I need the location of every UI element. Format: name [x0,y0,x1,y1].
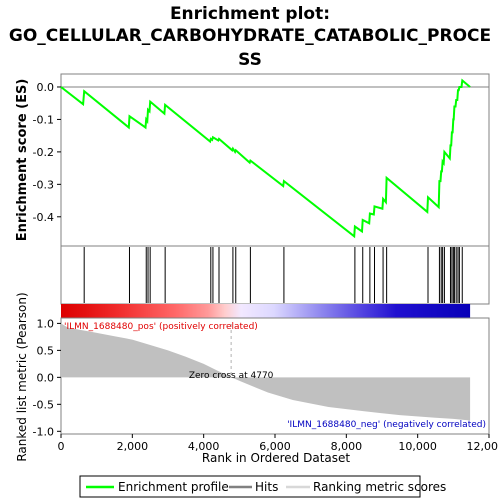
chart-title-line-1: Enrichment plot: [169,4,331,24]
metric-y-tick-label: 1.0 [37,317,55,330]
metric-y-tick-label: -1.0 [33,425,54,438]
es-y-axis-label: Enrichment score (ES) [15,79,30,242]
ranking-metric-area [61,323,471,421]
es-panel-frame [60,73,490,247]
metric-y-axis-label: Ranked list metric (Pearson) [15,292,29,461]
es-y-tick-label: -0.4 [33,211,54,224]
metric-y-tick-label: 0.5 [37,344,55,357]
x-tick-label: 10,000 [398,440,437,453]
x-tick-label: 12,00 [467,440,499,453]
es-y-tick-label: -0.2 [33,146,54,159]
ranking-color-bar [61,304,471,318]
chart-title-line-2: GO_CELLULAR_CARBOHYDRATE_CATABOLIC_PROCE [8,26,492,46]
x-tick-label: 2,000 [117,440,149,453]
x-tick-label: 6,000 [259,440,291,453]
es-y-ticks: 0.0 -0.1 -0.2 -0.3 -0.4 [33,81,61,224]
x-tick-label: 4,000 [188,440,220,453]
x-tick-label: 8,000 [331,440,363,453]
negative-label: 'ILMN_1688480_neg' (negatively correlate… [287,420,486,430]
es-y-tick-label: 0.0 [37,81,55,94]
metric-y-ticks: 1.0 0.5 0.0 -0.5 -1.0 [33,317,61,438]
es-y-tick-label: -0.1 [33,113,54,126]
legend-label-ranking: Ranking metric scores [313,480,446,494]
x-axis-ticks: 0 2,000 4,000 6,000 8,000 10,000 12,00 [58,434,499,453]
legend-label-enrichment: Enrichment profile [118,480,229,494]
metric-y-tick-label: 0.0 [37,371,55,384]
legend-label-hits: Hits [255,480,278,494]
hits-marks [83,247,463,303]
hits-panel-frame [60,245,490,305]
x-tick-label: 0 [58,440,65,453]
metric-y-tick-label: -0.5 [33,398,54,411]
zero-cross-label: Zero cross at 4770 [189,371,274,381]
enrichment-profile-line [60,78,471,239]
chart-title-line-3: SS [238,50,262,70]
positive-label: 'ILMN_1688480_pos' (positively correlate… [64,322,258,332]
x-axis-label: Rank in Ordered Dataset [202,451,350,465]
es-y-tick-label: -0.3 [33,178,54,191]
